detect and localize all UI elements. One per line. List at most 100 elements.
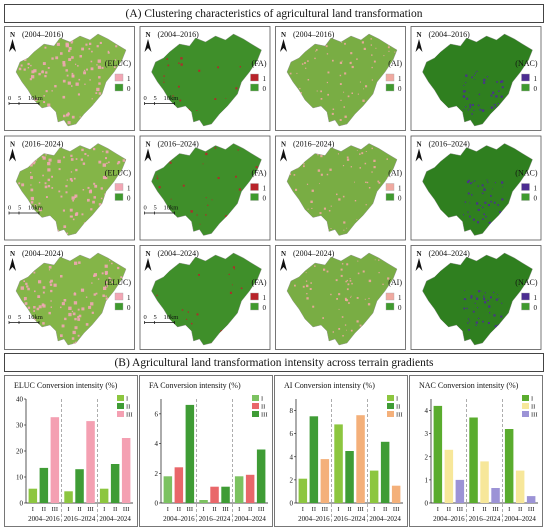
- hotspot-cell: [105, 285, 108, 288]
- subcategory-label: II: [212, 506, 216, 513]
- hotspot-cell: [58, 190, 61, 193]
- period-label: (2016–2024): [429, 140, 471, 149]
- period-label: (2016–2024): [293, 140, 335, 149]
- hotspot-cell: [341, 60, 343, 62]
- hotspot-cell: [363, 88, 365, 90]
- subcategory-label: I: [337, 506, 339, 513]
- category-label: 2004–2016: [298, 515, 330, 523]
- hotspot-cell: [73, 177, 76, 180]
- hotspot-cell: [98, 203, 102, 206]
- hotspot-cell: [83, 71, 86, 75]
- hotspot-cell: [86, 68, 88, 71]
- hotspot-cell: [481, 192, 484, 195]
- hotspot-cell: [490, 296, 492, 299]
- hotspot-cell: [98, 160, 102, 164]
- hotspot-cell: [169, 161, 172, 164]
- hotspot-cell: [102, 294, 105, 297]
- hotspot-cell: [317, 153, 319, 156]
- hotspot-cell: [49, 283, 53, 286]
- hotspot-cell: [326, 81, 328, 84]
- region-shape: [151, 143, 262, 236]
- hotspot-cell: [493, 104, 495, 106]
- subcategory-label: I: [238, 506, 240, 513]
- indicator-label: (NAC): [515, 169, 538, 178]
- hotspot-cell: [90, 302, 94, 306]
- hotspot-cell: [34, 161, 36, 163]
- hotspot-cell: [90, 208, 93, 211]
- legend-label: I: [126, 396, 128, 403]
- subcategory-label: II: [312, 506, 316, 513]
- hotspot-cell: [337, 153, 339, 155]
- indicator-label: (AI): [388, 59, 402, 68]
- hotspot-cell: [91, 50, 93, 53]
- hotspot-cell: [90, 67, 94, 71]
- hotspot-cell: [501, 198, 504, 201]
- legend-high-swatch: [521, 292, 530, 301]
- legend-high-label: 1: [534, 294, 538, 302]
- hotspot-cell: [23, 297, 27, 300]
- hotspot-cell: [339, 119, 342, 121]
- region-shape: [286, 143, 398, 236]
- hotspot-cell: [493, 291, 495, 294]
- hotspot-cell: [47, 185, 51, 188]
- legend-label: I: [396, 396, 398, 403]
- y-tick-label: 0: [20, 500, 24, 508]
- hotspot-cell: [47, 178, 50, 182]
- hotspot-cell: [338, 308, 340, 310]
- hotspot-cell: [44, 75, 47, 78]
- hotspot-cell: [115, 45, 118, 48]
- category-label: 2004–2024: [369, 515, 401, 523]
- hotspot-cell: [293, 174, 296, 176]
- hotspot-cell: [330, 228, 332, 229]
- hotspot-cell: [373, 166, 376, 169]
- bar-III-2: [356, 415, 365, 503]
- legend-high-swatch: [521, 183, 530, 191]
- hotspot-cell: [365, 85, 368, 88]
- hotspot-cell: [362, 270, 365, 273]
- bar-II-1: [309, 416, 319, 503]
- hotspot-cell: [70, 158, 74, 161]
- hotspot-cell: [303, 163, 305, 165]
- hotspot-cell: [42, 286, 46, 289]
- hotspot-cell: [378, 181, 381, 184]
- hotspot-cell: [71, 310, 74, 313]
- indicator-label: (AI): [388, 278, 402, 287]
- hotspot-cell: [42, 322, 45, 325]
- north-arrow-icon: [144, 148, 152, 162]
- hotspot-cell: [354, 200, 357, 202]
- bar-III-3: [526, 496, 536, 503]
- legend-high-label: 1: [534, 185, 538, 193]
- hotspot-cell: [232, 266, 235, 269]
- hotspot-cell: [356, 297, 359, 299]
- hotspot-cell: [296, 72, 298, 74]
- hotspot-cell: [50, 300, 52, 302]
- hotspot-cell: [473, 74, 475, 76]
- hotspot-cell: [45, 90, 48, 93]
- hotspot-cell: [108, 277, 111, 279]
- hotspot-cell: [178, 62, 180, 64]
- bar-I-3: [504, 429, 514, 503]
- hotspot-cell: [346, 263, 349, 266]
- subcategory-label: I: [202, 506, 204, 513]
- hotspot-cell: [68, 49, 71, 53]
- legend-swatch-III: [522, 411, 529, 417]
- hotspot-cell: [30, 176, 33, 179]
- hotspot-cell: [356, 219, 358, 221]
- hotspot-cell: [62, 95, 66, 99]
- hotspot-cell: [105, 297, 108, 300]
- hotspot-cell: [90, 60, 93, 63]
- hotspot-cell: [343, 221, 346, 224]
- hotspot-cell: [463, 109, 465, 110]
- legend-label: III: [396, 412, 403, 419]
- hotspot-cell: [33, 271, 36, 274]
- hotspot-cell: [72, 218, 75, 221]
- hotspot-cell: [320, 90, 322, 93]
- hotspot-cell: [30, 171, 32, 174]
- legend-high-label: 1: [398, 75, 402, 83]
- hotspot-cell: [83, 69, 86, 72]
- hotspot-cell: [78, 314, 82, 318]
- hotspot-cell: [349, 280, 352, 282]
- hotspot-cell: [351, 92, 353, 94]
- hotspot-cell: [356, 58, 358, 60]
